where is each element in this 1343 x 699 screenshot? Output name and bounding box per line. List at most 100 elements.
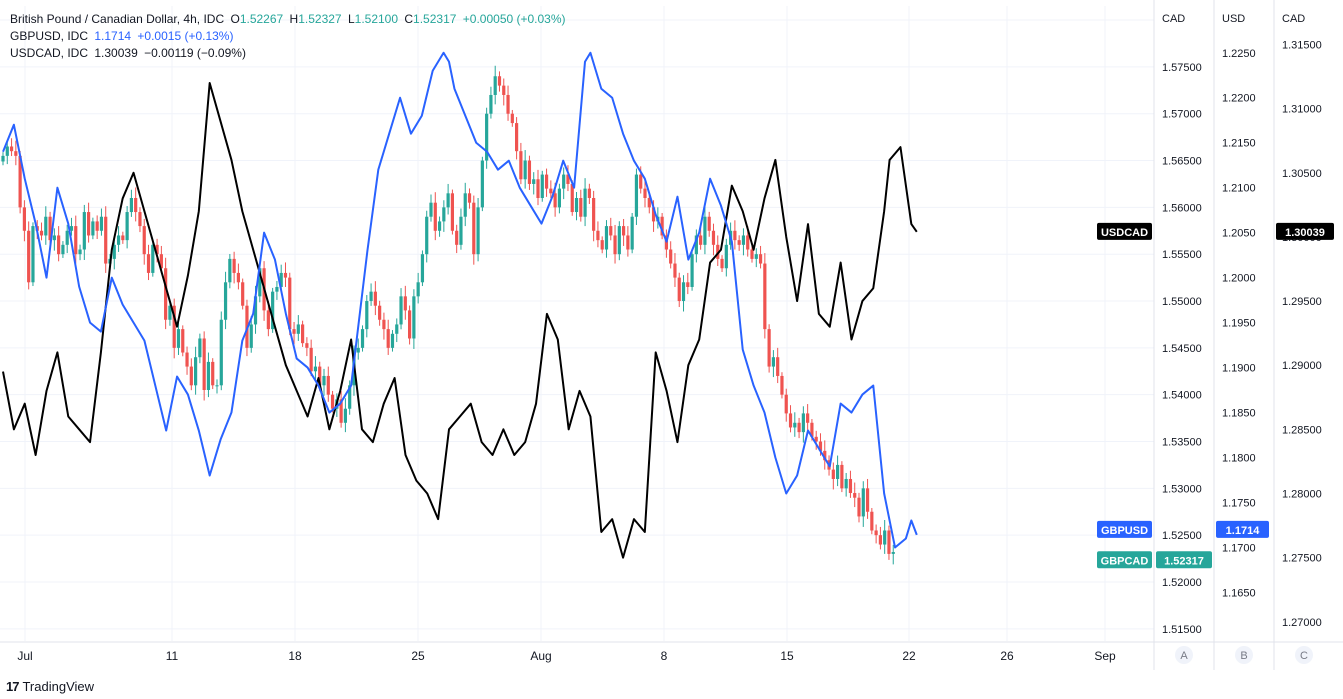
time-axis[interactable]: Jul 11 18 25 Aug 8 15 22 26 Sep A B C xyxy=(17,646,1313,664)
axis-tick-label: 1.31500 xyxy=(1282,39,1322,51)
candle-body xyxy=(82,212,86,250)
candle-body xyxy=(707,216,711,231)
usdcad-price-badge-bg xyxy=(1276,222,1334,240)
time-tick-label: 15 xyxy=(780,649,794,663)
candle-body xyxy=(348,385,352,409)
candle-body xyxy=(408,310,412,339)
candle-body xyxy=(609,226,613,236)
candle-body xyxy=(146,254,151,273)
candle-body xyxy=(848,478,853,494)
axis-tick-label: 1.29500 xyxy=(1282,296,1322,308)
candle-body xyxy=(836,464,840,479)
axis-tick-label: 1.30500 xyxy=(1282,168,1322,180)
axis-a-button[interactable] xyxy=(1175,646,1193,664)
price-axes[interactable]: CAD 1.57500 1.57000 1.56500 1.56000 1.55500 1.… xyxy=(1097,13,1334,636)
legend-l-label: L xyxy=(347,12,355,26)
candle-body xyxy=(164,268,168,320)
candle-body xyxy=(497,76,502,86)
candle-body xyxy=(703,216,707,245)
axis-a-footer-label: A xyxy=(1180,650,1188,662)
axis-a-header: CAD xyxy=(1162,13,1185,25)
tradingview-logo-icon: 17 xyxy=(6,679,20,694)
candle-body xyxy=(583,188,587,217)
candle-body xyxy=(604,226,609,250)
time-tick-label: 26 xyxy=(1000,649,1014,663)
candle-body xyxy=(39,230,44,236)
candle-body xyxy=(275,286,279,292)
candle-body xyxy=(673,263,677,278)
candle-body xyxy=(737,240,741,245)
gbpcad-price-badge: 1.52317 xyxy=(1164,555,1204,567)
candle-body xyxy=(639,174,643,189)
axis-tick-label: 1.2000 xyxy=(1222,273,1256,285)
candle-body xyxy=(365,301,369,330)
time-tick-label: 8 xyxy=(661,649,668,663)
usdcad-name-badge-bg xyxy=(1097,222,1152,240)
candle-body xyxy=(52,235,56,241)
candle-body xyxy=(104,216,108,264)
candle-body xyxy=(647,197,651,208)
legend-main-name: British Pound / Canadian Dollar, 4h, IDC xyxy=(10,12,225,26)
candle-body xyxy=(532,179,536,184)
candle-body xyxy=(241,282,245,306)
candle-body xyxy=(865,488,870,512)
candle-body xyxy=(61,244,65,255)
candle-body xyxy=(506,94,510,114)
candle-body xyxy=(626,235,630,250)
candle-body xyxy=(206,361,211,390)
candle-body xyxy=(463,193,467,217)
candle-body xyxy=(540,174,544,198)
legend-o-label: O xyxy=(230,12,240,26)
candle-body xyxy=(686,282,690,287)
gbpusd-name-badge: GBPUSD xyxy=(1101,525,1148,537)
axis-tick-label: 1.51500 xyxy=(1162,624,1202,636)
candle-body xyxy=(716,244,720,259)
candle-body xyxy=(831,469,835,479)
gbpusd-line[interactable] xyxy=(2,51,918,549)
candle-body xyxy=(681,282,686,302)
candle-body xyxy=(181,329,185,353)
candle-body xyxy=(378,305,382,320)
candle-body xyxy=(754,254,758,259)
candle-body xyxy=(69,226,74,231)
candle-body xyxy=(373,291,377,306)
candle-body xyxy=(758,254,763,264)
candle-body xyxy=(151,244,155,273)
candle-body xyxy=(194,357,198,386)
axis-tick-label: 1.1750 xyxy=(1222,497,1256,509)
candle-body xyxy=(390,333,395,348)
candle-body xyxy=(134,197,138,213)
legend-main[interactable]: British Pound / Canadian Dollar, 4h, IDC… xyxy=(10,11,566,28)
candle-body xyxy=(840,464,844,489)
candle-body xyxy=(420,254,425,283)
candle-body xyxy=(412,296,416,339)
axis-b-button[interactable] xyxy=(1235,646,1253,664)
candle-body xyxy=(301,324,305,344)
legend-low: 1.52100 xyxy=(354,12,399,26)
candle-body xyxy=(48,216,52,241)
candle-body xyxy=(446,193,450,208)
candle-body xyxy=(142,226,146,255)
time-tick-label: 18 xyxy=(288,649,302,663)
candle-body xyxy=(283,272,288,278)
axis-tick-label: 1.52000 xyxy=(1162,577,1202,589)
candle-body xyxy=(228,258,232,283)
candle-body xyxy=(57,235,61,255)
axis-tick-label: 1.2050 xyxy=(1222,228,1256,240)
usdcad-line[interactable] xyxy=(2,81,918,559)
candle-body xyxy=(65,230,69,245)
candle-body xyxy=(699,235,703,245)
candle-body xyxy=(853,493,857,498)
candle-body xyxy=(198,338,202,358)
plot-area[interactable] xyxy=(1,51,918,565)
candle-body xyxy=(185,352,189,367)
candle-body xyxy=(403,296,407,311)
tradingview-brand[interactable]: 17 TradingView xyxy=(6,679,94,694)
candle-body xyxy=(660,216,664,236)
legend-usdcad[interactable]: USDCAD, IDC 1.30039 −0.00119 (−0.09%) xyxy=(10,45,566,62)
legend-gbpusd[interactable]: GBPUSD, IDC 1.1714 +0.0015 (+0.13%) xyxy=(10,28,566,45)
scale-borders xyxy=(0,0,1343,670)
candle-body xyxy=(271,291,275,330)
axis-c-button[interactable] xyxy=(1295,646,1313,664)
